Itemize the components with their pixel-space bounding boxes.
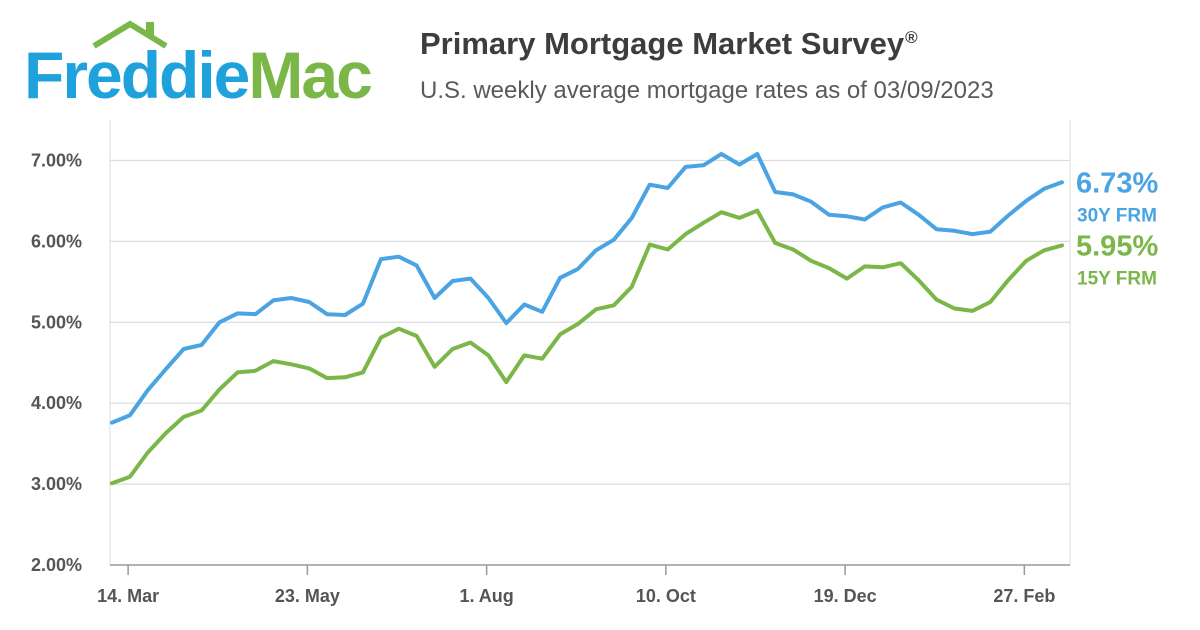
end-value-15y-frm: 5.95% — [1076, 230, 1158, 262]
series-line-30y-frm — [110, 152, 1064, 425]
y-tick-label: 2.00% — [31, 555, 82, 575]
x-tick-label: 27. Feb — [993, 586, 1055, 606]
x-tick-label: 14. Mar — [97, 586, 159, 606]
x-tick-label: 19. Dec — [814, 586, 877, 606]
series-lines — [110, 152, 1064, 486]
x-tick-label: 1. Aug — [459, 586, 513, 606]
x-tick-label: 10. Oct — [636, 586, 696, 606]
y-tick-label: 7.00% — [31, 150, 82, 170]
x-axis: 14. Mar 23. May 1. Aug 10. Oct 19. Dec 27. Fe… — [97, 564, 1070, 606]
registered-mark: ® — [905, 27, 918, 47]
y-tick-label: 3.00% — [31, 474, 82, 494]
y-tick-label: 4.00% — [31, 393, 82, 413]
chart-title-text: Primary Mortgage Market Survey — [420, 26, 905, 61]
series-line-15y-frm — [110, 208, 1064, 486]
logo-wordmark: FreddieMac — [24, 42, 373, 108]
grid-lines — [110, 159, 1070, 485]
chart-subtitle: U.S. weekly average mortgage rates as of… — [420, 77, 994, 104]
y-tick-label: 5.00% — [31, 312, 82, 332]
series-name-15y-frm: 15Y FRM — [1077, 268, 1157, 289]
series-name-30y-frm: 30Y FRM — [1077, 205, 1157, 226]
y-axis: 2.00% 3.00% 4.00% 5.00% 6.00% 7.00% — [31, 150, 82, 575]
end-value-30y-frm: 6.73% — [1076, 167, 1158, 199]
house-roof-icon — [92, 20, 168, 49]
plot-area — [110, 120, 1070, 565]
end-labels: 6.73% 30Y FRM 5.95% 15Y FRM — [1076, 167, 1158, 289]
logo-word-mac: Mac — [248, 38, 372, 112]
y-tick-label: 6.00% — [31, 231, 82, 251]
chart-title: Primary Mortgage Market Survey® — [420, 26, 918, 62]
x-tick-label: 23. May — [275, 586, 340, 606]
logo-word-freddie: Freddie — [24, 38, 250, 112]
freddie-mac-logo: FreddieMac — [24, 14, 384, 110]
